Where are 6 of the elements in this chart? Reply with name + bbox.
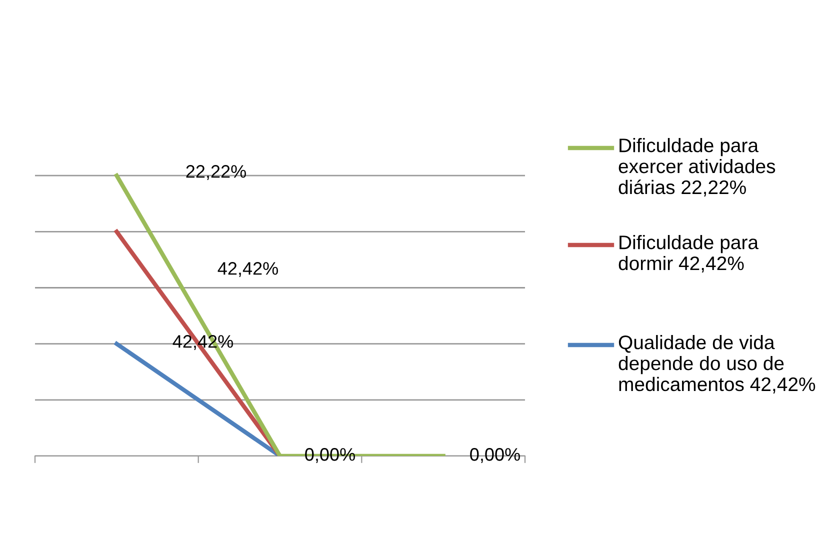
legend-label: Qualidade de vida depende do uso de medicamentos 42,42% — [618, 335, 816, 394]
annotation: 0,00% — [470, 448, 520, 463]
annotation: 22,22% — [186, 165, 246, 180]
annotation: 42,42% — [218, 262, 278, 277]
legend-label: Dificuldade para dormir 42,42% — [618, 235, 759, 273]
legend-label: Dificuldade para exercer atividades diárias 22,22% — [618, 138, 776, 196]
